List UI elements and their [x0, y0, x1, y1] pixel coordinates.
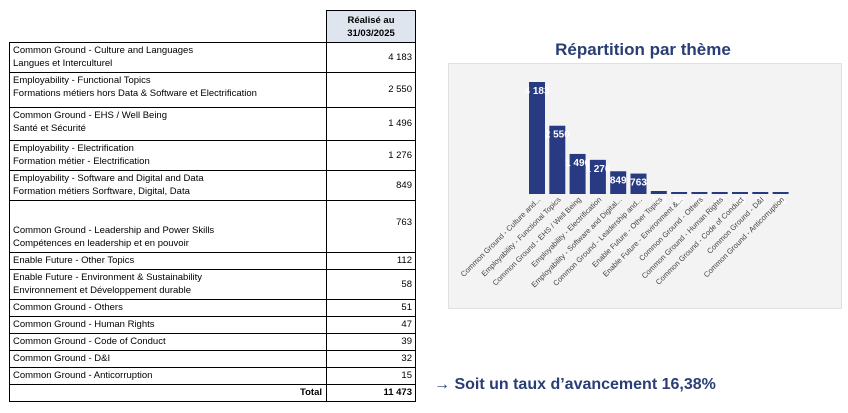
- bar-chart: 4 183 Common Ground - Culture and... 2 550…: [448, 63, 842, 309]
- bar-data-label: 112: [651, 195, 668, 206]
- row-title: Common Ground - EHS / Well Being: [13, 110, 167, 121]
- row-value: 763: [326, 200, 416, 253]
- row-value: 112: [326, 252, 416, 270]
- total-row: Total 11 473: [9, 384, 416, 402]
- bar: [569, 153, 586, 194]
- row-title: Common Ground - Human Rights: [13, 319, 155, 330]
- row-value: 1 276: [326, 140, 416, 171]
- bar-data-label: 15: [775, 196, 787, 207]
- bar: [671, 192, 688, 194]
- bar: [772, 192, 789, 194]
- bar: [711, 192, 728, 194]
- table-row: Common Ground - Leadership and Power Ski…: [9, 200, 416, 253]
- bar-data-label: 1 496: [565, 158, 590, 169]
- row-subtitle: Formation métiers Sorftware, Digital, Da…: [13, 186, 190, 197]
- bar-data-label: 849: [610, 175, 627, 186]
- row-title: Common Ground - Anticorruption: [13, 370, 153, 381]
- row-value: 2 550: [326, 72, 416, 108]
- row-title: Common Ground - Leadership and Power Ski…: [13, 225, 215, 236]
- bar: [589, 159, 606, 194]
- table-row: Common Ground - Code of Conduct 39: [9, 333, 416, 351]
- table-row: Common Ground - Anticorruption 15: [9, 367, 416, 385]
- row-title: Common Ground - Code of Conduct: [13, 336, 166, 347]
- bar: [529, 82, 545, 194]
- row-title: Enable Future - Environment & Sustainabi…: [13, 272, 203, 283]
- row-value: 1 496: [326, 107, 416, 141]
- chart-title: Répartition par thème: [555, 40, 731, 59]
- table-row: Enable Future - Environment & Sustainabi…: [9, 269, 416, 300]
- table-row: Employability - Functional Topics Formati…: [9, 72, 416, 108]
- total-label: Total: [9, 384, 327, 402]
- bar: [650, 191, 667, 194]
- training-table: Réalisé au 31/03/2025 Common Ground - Cu…: [9, 10, 416, 402]
- row-title: Common Ground - Culture and Languages: [13, 45, 194, 56]
- bar-chart-svg: 4 183 Common Ground - Culture and... 2 550…: [459, 82, 789, 289]
- row-title: Employability - Software and Digital and…: [13, 173, 204, 184]
- row-value: 32: [326, 350, 416, 368]
- row-subtitle: Compétences en leadership et en pouvoir: [13, 238, 189, 249]
- row-value: 849: [326, 170, 416, 201]
- row-subtitle: Formations métiers hors Data & Software …: [13, 88, 257, 99]
- bar-data-label: 2 550: [545, 130, 570, 141]
- row-label: Common Ground - Culture and Languages Lan…: [9, 42, 327, 73]
- table-row: Employability - Software and Digital and…: [9, 170, 416, 201]
- bar-data-label: 51: [694, 196, 706, 207]
- row-label: Employability - Electrification Formation…: [9, 140, 327, 171]
- table-row: Common Ground - Culture and Languages Lan…: [9, 42, 416, 73]
- bar: [752, 192, 769, 194]
- bar: [610, 171, 627, 194]
- row-value: 39: [326, 333, 416, 351]
- bar-data-label: 58: [674, 196, 686, 207]
- row-label: Common Ground - Human Rights: [9, 316, 327, 334]
- row-subtitle: Environnement et Développement durable: [13, 285, 191, 296]
- row-value: 58: [326, 269, 416, 300]
- bar: [691, 192, 708, 194]
- bar-data-label: 1 276: [585, 164, 610, 175]
- row-value: 15: [326, 367, 416, 385]
- row-label: Common Ground - D&I: [9, 350, 327, 368]
- row-title: Enable Future - Other Topics: [13, 255, 135, 266]
- row-title: Employability - Functional Topics: [13, 75, 151, 86]
- row-label: Employability - Software and Digital and…: [9, 170, 327, 201]
- row-title: Common Ground - Others: [13, 302, 123, 313]
- row-subtitle: Santé et Sécurité: [13, 123, 86, 134]
- row-subtitle: Formation métier - Electrification: [13, 156, 150, 167]
- row-label: Common Ground - Leadership and Power Ski…: [9, 200, 327, 253]
- category-tick-label: Common Ground - Culture and...: [459, 195, 543, 279]
- table-row: Common Ground - Others 51: [9, 299, 416, 317]
- row-title: Common Ground - D&I: [13, 353, 111, 364]
- bar-data-label: 32: [755, 196, 767, 207]
- header-spacer: [10, 11, 327, 43]
- realise-header: Réalisé au 31/03/2025: [326, 10, 416, 43]
- row-label: Common Ground - Anticorruption: [9, 367, 327, 385]
- row-value: 4 183: [326, 42, 416, 73]
- row-subtitle: Langues et Interculturel: [13, 58, 113, 69]
- row-label: Employability - Functional Topics Formati…: [9, 72, 327, 108]
- row-title: Employability - Electrification: [13, 143, 134, 154]
- bar: [549, 125, 566, 194]
- bar-data-label: 39: [734, 196, 746, 207]
- row-label: Common Ground - Code of Conduct: [9, 333, 327, 351]
- row-label: Enable Future - Other Topics: [9, 252, 327, 270]
- total-value: 11 473: [326, 384, 416, 402]
- row-value: 51: [326, 299, 416, 317]
- table-row: Employability - Electrification Formation…: [9, 140, 416, 171]
- bar: [630, 173, 647, 194]
- table-row: Common Ground - D&I 32: [9, 350, 416, 368]
- row-label: Common Ground - Others: [9, 299, 327, 317]
- bar: [732, 192, 748, 194]
- row-label: Common Ground - EHS / Well Being Santé et…: [9, 107, 327, 141]
- bar-data-label: 47: [714, 196, 726, 207]
- table-row: Enable Future - Other Topics 112: [9, 252, 416, 270]
- table-row: Common Ground - EHS / Well Being Santé et…: [9, 107, 416, 141]
- row-value: 47: [326, 316, 416, 334]
- table-row: Common Ground - Human Rights 47: [9, 316, 416, 334]
- bar-data-label: 4 183: [524, 86, 549, 97]
- progress-summary: → Soit un taux d’avancement 16,38%: [434, 376, 716, 393]
- bar-data-label: 763: [630, 178, 647, 189]
- row-label: Enable Future - Environment & Sustainabi…: [9, 269, 327, 300]
